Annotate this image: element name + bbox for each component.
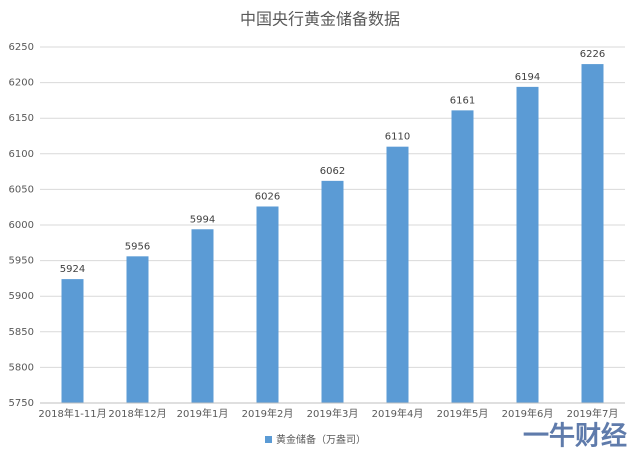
value-label: 6226	[580, 49, 605, 60]
y-tick-label: 5850	[9, 327, 34, 338]
bar	[321, 180, 344, 403]
legend-swatch	[265, 436, 272, 443]
x-tick-label: 2019年5月	[437, 407, 489, 420]
x-tick-label: 2019年7月	[567, 407, 619, 420]
watermark: 一牛财经	[523, 421, 627, 452]
y-tick-label: 6200	[9, 78, 34, 89]
x-tick-label: 2019年3月	[307, 407, 359, 420]
y-tick-label: 6250	[9, 42, 34, 53]
y-tick-label: 6050	[9, 184, 34, 195]
bar	[581, 64, 604, 403]
value-label: 5924	[60, 264, 85, 275]
bar	[386, 146, 409, 403]
value-label: 6026	[255, 191, 280, 202]
y-tick-label: 5900	[9, 291, 34, 302]
x-tick-label: 2018年1-11月	[38, 407, 106, 420]
value-label: 6161	[450, 95, 475, 106]
value-label: 6110	[385, 132, 410, 143]
bar	[191, 229, 214, 403]
x-tick-label: 2019年6月	[502, 407, 554, 420]
value-label: 6194	[515, 72, 540, 83]
y-tick-label: 5750	[9, 398, 34, 409]
x-tick-label: 2019年1月	[177, 407, 229, 420]
value-label: 5956	[125, 241, 150, 252]
chart-title: 中国央行黄金储备数据	[240, 10, 400, 29]
x-tick-label: 2019年2月	[242, 407, 294, 420]
y-tick-label: 6100	[9, 149, 34, 160]
y-tick-label: 5950	[9, 256, 34, 267]
y-tick-label: 6150	[9, 113, 34, 124]
x-tick-label: 2019年4月	[372, 407, 424, 420]
y-tick-label: 6000	[9, 220, 34, 231]
y-tick-label: 5800	[9, 362, 34, 373]
bar	[516, 86, 539, 403]
bar	[126, 256, 149, 403]
bar	[451, 110, 474, 404]
bar	[61, 279, 84, 403]
value-label: 5994	[190, 214, 215, 225]
legend-label: 黄金储备（万盎司）	[276, 433, 366, 446]
x-tick-label: 2018年12月	[108, 407, 166, 420]
bar	[256, 206, 279, 403]
value-label: 6062	[320, 166, 345, 177]
